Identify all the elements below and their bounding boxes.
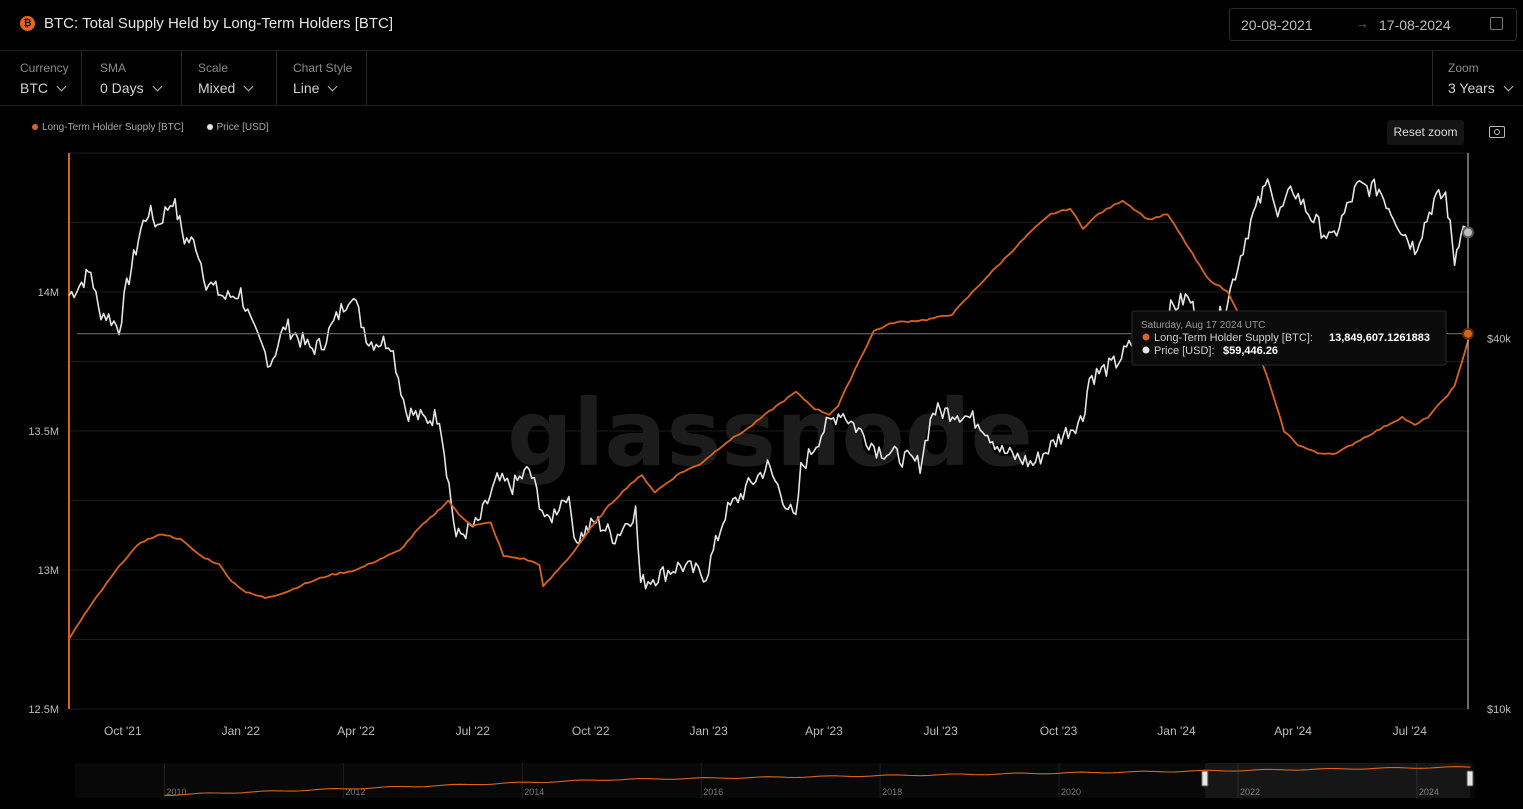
x-tick-label: Apr '22: [337, 724, 375, 738]
lth-supply-series-line[interactable]: [68, 199, 1471, 640]
navigator-year-label: 2016: [703, 787, 723, 797]
tooltip-lth-value: 13,849,607.1261883: [1329, 332, 1430, 344]
legend-dot: [32, 124, 38, 130]
tooltip-price-value: $59,446.26: [1223, 345, 1278, 357]
y-left-tick-label: 13M: [38, 565, 59, 577]
tooltip-lth-label: Long-Term Holder Supply [BTC]:: [1154, 332, 1313, 344]
header-bar: ₿ BTC: Total Supply Held by Long-Term Ho…: [0, 0, 1523, 51]
scale-dropdown[interactable]: Scale Mixed: [181, 51, 277, 105]
legend-label: Price [USD]: [216, 122, 269, 133]
navigator-year-label: 2012: [345, 787, 365, 797]
navigator-background: [75, 763, 1475, 798]
camera-icon[interactable]: [1489, 126, 1505, 138]
chart-legend: Long-Term Holder Supply [BTC] Price [USD…: [32, 122, 289, 133]
tooltip-date: Saturday, Aug 17 2024 UTC: [1141, 320, 1265, 331]
legend-dot: [206, 124, 213, 130]
reset-zoom-button[interactable]: Reset zoom: [1387, 120, 1464, 145]
currency-value: BTC: [20, 80, 48, 96]
sma-value: 0 Days: [100, 80, 144, 96]
navigator-series-line: [164, 766, 1471, 796]
navigator-handle[interactable]: [1201, 770, 1209, 787]
zoom-dropdown[interactable]: Zoom 3 Years: [1432, 51, 1523, 105]
navigator-year-label: 2022: [1240, 787, 1260, 797]
bitcoin-icon: ₿: [20, 16, 35, 31]
arrow-right-icon: →: [1356, 16, 1369, 31]
sma-dropdown[interactable]: SMA 0 Days: [81, 51, 182, 105]
legend-item-price[interactable]: Price [USD]: [206, 122, 269, 133]
y-left-tick-label: 13.5M: [28, 426, 59, 438]
tooltip-lth-dot: [1142, 333, 1150, 341]
date-to-input[interactable]: 17-08-2024: [1379, 17, 1451, 33]
navigator-year-label: 2018: [882, 787, 902, 797]
x-tick-label: Jan '23: [689, 724, 728, 738]
date-range-picker[interactable]: 20-08-2021 → 17-08-2024: [1229, 8, 1517, 41]
chart-style-value: Line: [293, 80, 320, 96]
navigator-year-label: 2014: [524, 787, 544, 797]
x-tick-label: Jan '22: [222, 724, 261, 738]
date-from-input[interactable]: 20-08-2021: [1241, 17, 1313, 33]
y-right-tick-label: $40k: [1487, 333, 1511, 345]
x-tick-label: Apr '24: [1274, 724, 1312, 738]
navigator-year-label: 2020: [1061, 787, 1081, 797]
navigator-handle[interactable]: [1466, 770, 1474, 787]
price-series-line[interactable]: [68, 178, 1471, 590]
watermark: glassnode: [507, 380, 1033, 487]
currency-dropdown[interactable]: Currency BTC: [0, 51, 82, 105]
currency-label: Currency: [20, 61, 69, 75]
y-right-tick-label: $10k: [1487, 704, 1511, 716]
x-tick-label: Apr '23: [805, 724, 843, 738]
chart-toolbar: Currency BTC SMA 0 Days Scale Mixed Char…: [0, 51, 1523, 106]
scale-value: Mixed: [198, 80, 236, 96]
zoom-value: 3 Years: [1448, 80, 1495, 96]
chart-style-label: Chart Style: [293, 61, 353, 75]
chart-style-dropdown[interactable]: Chart Style Line: [276, 51, 367, 105]
y-left-tick-label: 12.5M: [28, 704, 59, 716]
lth-marker-point: [1462, 327, 1474, 340]
x-tick-label: Jul '22: [456, 724, 491, 738]
zoom-label: Zoom: [1448, 61, 1479, 75]
tooltip-price-label: Price [USD]:: [1154, 345, 1215, 357]
legend-item-lth[interactable]: Long-Term Holder Supply [BTC]: [32, 122, 184, 133]
tooltip-price-dot: [1142, 346, 1150, 354]
tooltip-box: [1131, 310, 1447, 366]
scale-label: Scale: [198, 61, 229, 75]
price-marker-point: [1462, 226, 1474, 239]
legend-label: Long-Term Holder Supply [BTC]: [42, 122, 184, 133]
x-tick-label: Jul '24: [1393, 724, 1428, 738]
page-title: BTC: Total Supply Held by Long-Term Hold…: [44, 15, 394, 32]
y-left-tick-label: 14M: [38, 287, 59, 299]
sma-label: SMA: [100, 61, 127, 75]
navigator-year-label: 2010: [166, 787, 186, 797]
x-tick-label: Jul '23: [923, 724, 958, 738]
x-tick-label: Jan '24: [1157, 724, 1196, 738]
x-tick-label: Oct '23: [1040, 724, 1078, 738]
x-tick-label: Oct '21: [104, 724, 142, 738]
calendar-icon[interactable]: [1490, 17, 1503, 30]
navigator-year-label: 2024: [1419, 787, 1439, 797]
x-tick-label: Oct '22: [572, 724, 610, 738]
